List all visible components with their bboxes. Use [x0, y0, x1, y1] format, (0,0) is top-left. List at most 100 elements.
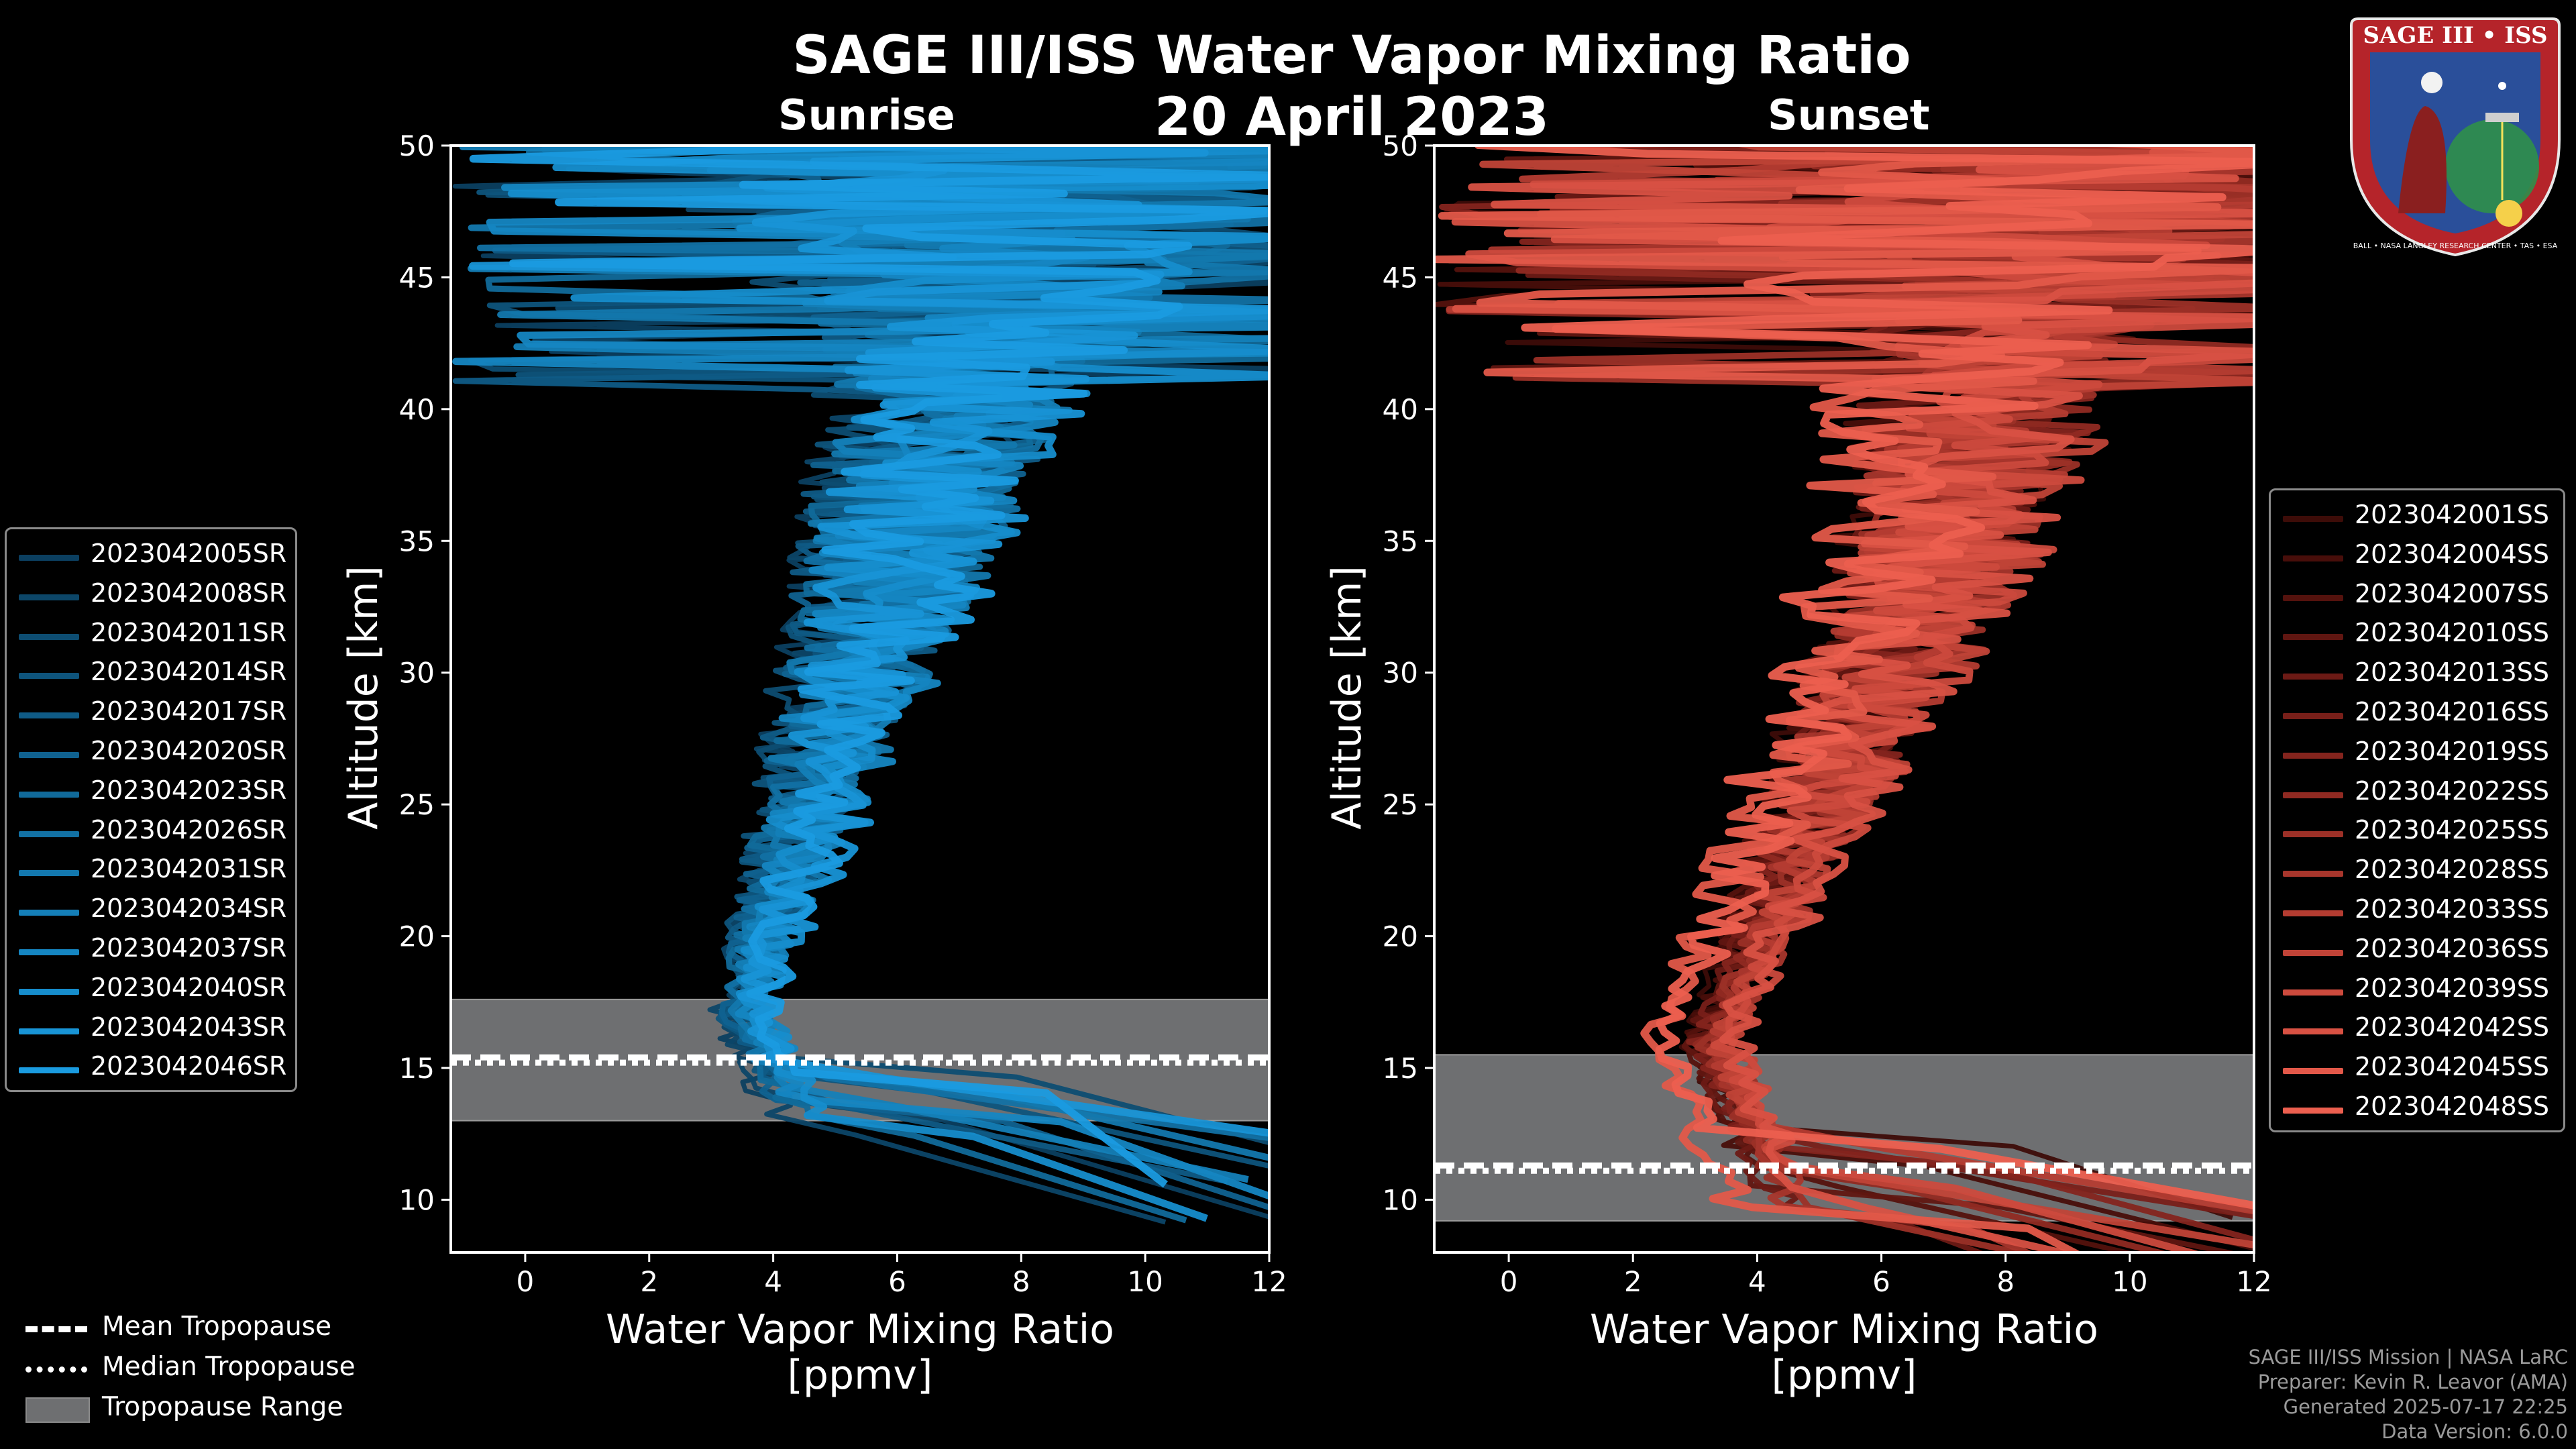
legend-item-2023042042SS: 2023042042SS	[2271, 1011, 2563, 1050]
legend-swatch	[2283, 910, 2343, 916]
legend-swatch	[19, 633, 79, 640]
legend-swatch	[19, 712, 79, 719]
legend-swatch	[2283, 516, 2343, 522]
legend-item-2023042034SR: 2023042034SR	[7, 892, 295, 931]
legend-swatch	[19, 1067, 79, 1074]
y-tick-label: 25	[399, 788, 435, 821]
x-tick-label: 0	[517, 1265, 535, 1298]
legend-label: 2023042022SS	[2355, 775, 2550, 806]
median-tropopause-swatch	[25, 1366, 87, 1373]
legend-swatch	[2283, 713, 2343, 719]
legend-item-2023042043SR: 2023042043SR	[7, 1011, 295, 1050]
x-tick-label: 2	[1624, 1265, 1642, 1298]
legend-item-2023042016SS: 2023042016SS	[2271, 696, 2563, 735]
legend-swatch	[2283, 1068, 2343, 1075]
legend-swatch	[19, 594, 79, 600]
legend-label: 2023042026SR	[91, 814, 287, 845]
legend-item-2023042010SS: 2023042010SS	[2271, 616, 2563, 655]
y-tick-label: 40	[1383, 393, 1418, 426]
legend-item-2023042028SS: 2023042028SS	[2271, 853, 2563, 892]
legend-swatch	[2283, 674, 2343, 680]
legend-swatch	[19, 791, 79, 798]
axes-frame	[449, 144, 1271, 1254]
legend-swatch	[19, 555, 79, 561]
credit-mission: SAGE III/ISS Mission | NASA LaRC	[2248, 1346, 2568, 1368]
y-tick-label: 10	[399, 1183, 435, 1216]
y-tick-label: 15	[1383, 1052, 1418, 1085]
sunset-subtitle: Sunset	[1768, 91, 1930, 140]
legend-label: 2023042048SS	[2355, 1091, 2550, 1121]
badge-bottom-text: BALL • NASA LANGLEY RESEARCH CENTER • TA…	[2353, 241, 2558, 250]
legend-label: 2023042005SR	[91, 539, 287, 568]
legend-swatch	[19, 910, 79, 916]
legend-item-2023042048SS: 2023042048SS	[2271, 1090, 2563, 1129]
x-tick-label: 12	[1251, 1265, 1287, 1298]
legend-swatch	[2283, 555, 2343, 561]
y-tick-label: 35	[1383, 525, 1418, 557]
legend-item-2023042017SR: 2023042017SR	[7, 695, 295, 734]
legend-label: 2023042037SR	[91, 933, 287, 963]
station-icon	[2485, 113, 2519, 122]
x-axis-label: [ppmv]	[1772, 1352, 1917, 1399]
tropopause-legend: Mean Tropopause Median Tropopause Tropop…	[20, 1311, 396, 1432]
sunset-legend: 2023042001SS 2023042004SS 2023042007SS 2023…	[2269, 488, 2565, 1132]
y-axis-label: Altitude [km]	[340, 566, 387, 830]
legend-item-2023042025SS: 2023042025SS	[2271, 814, 2563, 853]
legend-item-2023042040SR: 2023042040SR	[7, 971, 295, 1010]
legend-swatch	[19, 988, 79, 995]
legend-label: 2023042025SS	[2355, 815, 2550, 845]
legend-label: 2023042033SS	[2355, 894, 2550, 924]
sunrise-legend: 2023042005SR 2023042008SR 2023042011SR 2023…	[5, 527, 297, 1092]
sage-iii-iss-mission-badge: SAGE III • ISS BALL • NASA LANGLEY RESEA…	[2350, 17, 2561, 257]
legend-item-2023042033SS: 2023042033SS	[2271, 893, 2563, 932]
legend-label: 2023042010SS	[2355, 618, 2550, 648]
legend-label: 2023042019SS	[2355, 736, 2550, 766]
profile-line-2023042046SR	[469, 146, 1269, 1188]
legend-label: 2023042040SR	[91, 972, 287, 1002]
y-tick-label: 15	[399, 1052, 435, 1085]
legend-label: 2023042046SR	[91, 1051, 287, 1081]
legend-label: 2023042042SS	[2355, 1012, 2550, 1042]
moon-icon	[2421, 72, 2443, 93]
legend-swatch	[2283, 831, 2343, 838]
credit-generated: Generated 2025-07-17 22:25	[2283, 1395, 2568, 1418]
legend-item-2023042011SR: 2023042011SR	[7, 616, 295, 655]
legend-item-2023042014SR: 2023042014SR	[7, 655, 295, 694]
legend-item-2023042039SS: 2023042039SS	[2271, 972, 2563, 1011]
legend-label: 2023042028SS	[2355, 855, 2550, 885]
legend-item-2023042022SS: 2023042022SS	[2271, 775, 2563, 814]
axes-frame	[1433, 144, 2255, 1254]
legend-swatch	[2283, 871, 2343, 877]
y-tick-label: 45	[1383, 261, 1418, 294]
x-tick-label: 8	[1012, 1265, 1030, 1298]
y-tick-label: 20	[399, 920, 435, 953]
mean-tropopause-swatch	[25, 1326, 87, 1332]
legend-item-2023042036SS: 2023042036SS	[2271, 932, 2563, 971]
legend-item-2023042013SS: 2023042013SS	[2271, 656, 2563, 695]
legend-swatch	[19, 673, 79, 680]
sunrise-panel: 0 2 4 6 8 10 12 10 15 20 25 30 35 40 45 50 Water Vapor M…	[340, 129, 1287, 1399]
legend-label: 2023042011SR	[91, 617, 287, 647]
x-axis-label: [ppmv]	[788, 1352, 933, 1399]
legend-item-2023042020SR: 2023042020SR	[7, 735, 295, 773]
x-axis-label: Water Vapor Mixing Ratio	[1590, 1306, 2098, 1353]
legend-label: 2023042034SR	[91, 894, 287, 924]
figure-icon	[2398, 106, 2447, 213]
legend-item-2023042031SR: 2023042031SR	[7, 853, 295, 892]
y-tick-label: 10	[1383, 1183, 1418, 1216]
legend-item-2023042019SS: 2023042019SS	[2271, 735, 2563, 774]
legend-swatch	[2283, 634, 2343, 641]
legend-label: 2023042039SS	[2355, 973, 2550, 1003]
legend-item-2023042023SR: 2023042023SR	[7, 774, 295, 813]
legend-swatch	[19, 949, 79, 955]
legend-label: 2023042008SR	[91, 578, 287, 608]
legend-swatch	[2283, 594, 2343, 601]
x-tick-label: 0	[1500, 1265, 1518, 1298]
x-tick-label: 8	[1996, 1265, 2015, 1298]
legend-swatch	[19, 752, 79, 758]
legend-swatch	[2283, 792, 2343, 798]
legend-item-2023042005SR: 2023042005SR	[7, 537, 295, 576]
x-tick-label: 4	[764, 1265, 782, 1298]
legend-swatch	[2283, 949, 2343, 956]
